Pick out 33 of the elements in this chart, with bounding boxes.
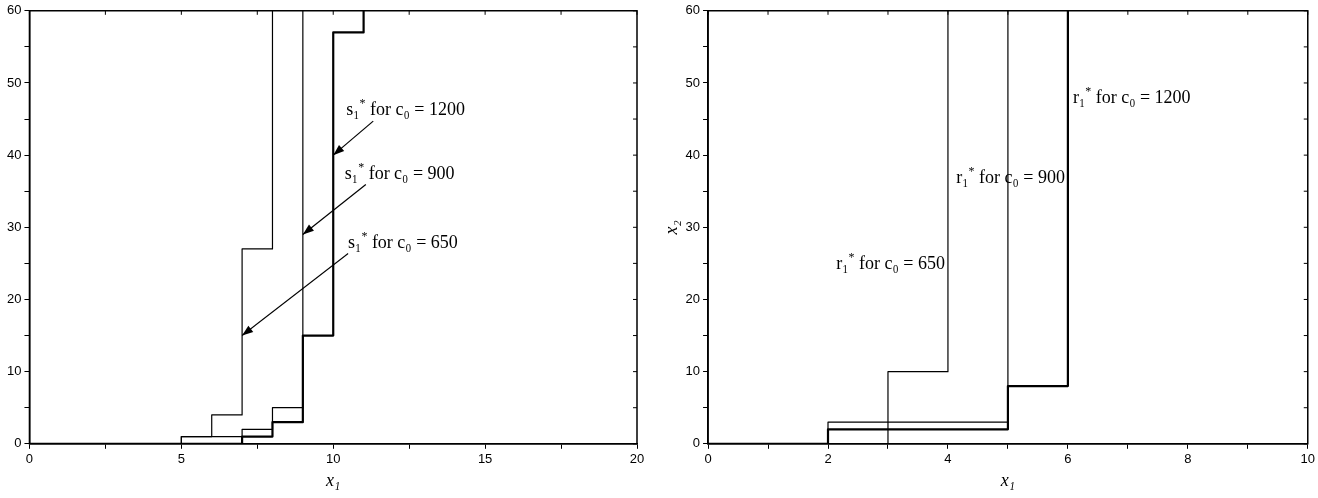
y-tick-label: 10: [6, 363, 22, 379]
annotation: r₁* for c₀ = 1200: [1072, 84, 1191, 108]
y-tick-label: 60: [6, 2, 22, 18]
x-tick-label: 10: [1300, 451, 1315, 467]
x-tick-label: 0: [704, 451, 712, 467]
annotation: r₁* for c₀ = 650: [836, 250, 945, 274]
x-tick-label: 5: [177, 451, 185, 467]
y-tick-label: 50: [6, 74, 22, 90]
x-tick-label: 0: [25, 451, 34, 467]
x-tick-label: 2: [824, 451, 832, 467]
y-axis-title: x₂: [660, 220, 681, 236]
x-tick-label: 10: [326, 451, 341, 467]
y-tick-label: 30: [685, 218, 701, 234]
x-tick-label: 4: [944, 451, 952, 467]
y-tick-label: 60: [685, 2, 701, 18]
x-tick-label: 20: [629, 451, 645, 467]
x-tick-label: 6: [1064, 451, 1072, 467]
y-tick-label: 20: [685, 291, 701, 307]
annotation: s₁* for c₀ = 650: [348, 228, 458, 252]
y-tick-label: 20: [6, 291, 22, 307]
y-tick-label: 50: [685, 74, 701, 90]
y-tick-label: 10: [685, 363, 701, 379]
y-tick-label: 0: [14, 435, 22, 451]
y-tick-label: 40: [685, 146, 701, 162]
annotation: s₁* for c₀ = 1200: [346, 96, 465, 120]
x-axis-title: x₁: [325, 469, 341, 490]
x-axis-title: x₁: [999, 469, 1016, 490]
y-tick-label: 30: [6, 218, 22, 234]
x-tick-label: 15: [477, 451, 493, 467]
y-tick-label: 0: [692, 435, 701, 451]
y-tick-label: 40: [6, 146, 22, 162]
x-tick-label: 8: [1184, 451, 1192, 467]
annotation: s₁* for c₀ = 900: [344, 159, 455, 183]
